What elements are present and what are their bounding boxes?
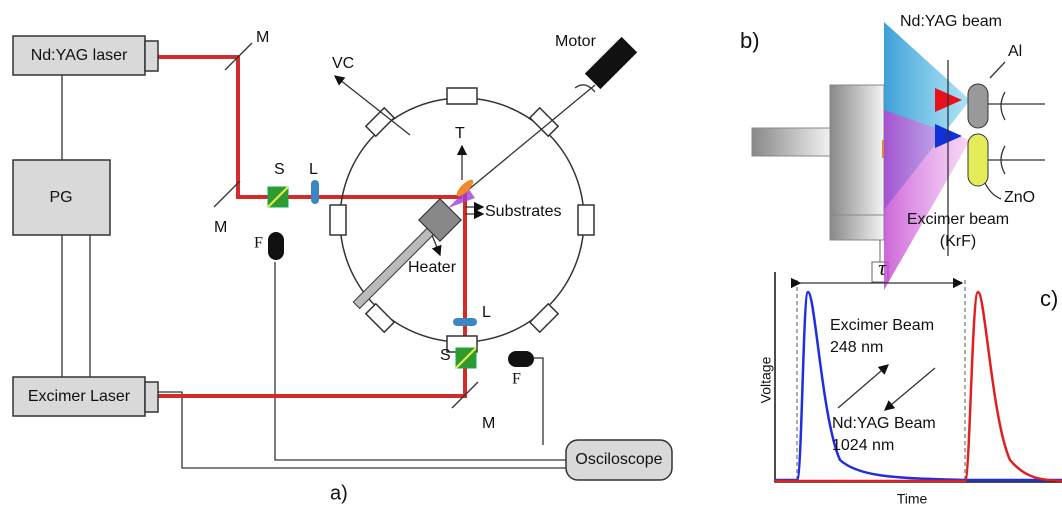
al-label: Al: [1008, 43, 1022, 60]
panel-caption: b): [740, 28, 760, 53]
excimer-wavelength: 248 nm: [830, 339, 883, 356]
axes-part: [775, 272, 1062, 482]
excimer-beam-label: Excimer beam: [907, 211, 1009, 228]
lens-label: L: [309, 161, 318, 178]
zno-label: ZnO: [1004, 189, 1035, 206]
x-axis-label: Time: [897, 491, 928, 507]
panel-caption: a): [330, 482, 348, 504]
shutter-label: S: [440, 347, 451, 364]
photodiode-part: [268, 232, 284, 260]
excimer-laser-label: Excimer Laser: [28, 388, 131, 405]
motor: [462, 37, 637, 195]
vacuum-chamber-part-part: [447, 88, 477, 104]
targets-part: [985, 92, 1045, 199]
mirror-label: M: [256, 29, 269, 46]
vacuum-chamber-part-part: [530, 304, 558, 332]
ndyag-beam-label: Nd:YAG beam: [900, 13, 1002, 30]
targets-part: [990, 62, 1005, 78]
vacuum-chamber-part-part: [366, 304, 394, 332]
heater-rod: [353, 188, 475, 308]
ndyag-label: Nd:YAG Beam: [832, 415, 936, 432]
y-axis-label: Voltage: [758, 356, 774, 403]
photodiode-part: [508, 351, 534, 367]
laser-beam-part: [158, 190, 465, 396]
equipment-box-part: [145, 382, 158, 412]
motor-part: [462, 85, 595, 195]
oscilloscope-label: Osciloscope: [575, 451, 662, 468]
axes: [775, 272, 1062, 482]
lens-label: L: [482, 304, 491, 321]
panel-caption: c): [1040, 286, 1058, 311]
motor-label: Motor: [555, 33, 597, 50]
substrates-label: Substrates: [485, 203, 561, 220]
mirror-label: M: [482, 415, 495, 432]
vacuum-chamber-part-part: [578, 205, 594, 235]
laser-beam: [158, 57, 465, 396]
lens: [311, 180, 477, 326]
vc-label: VC: [332, 55, 354, 72]
pointer-arrows-part: [838, 365, 888, 408]
panel-c: τ c) Voltage Time Excimer Beam 248 nm Nd…: [758, 255, 1062, 507]
panel-a: Nd:YAG laser PG Excimer Laser Osciloscop…: [13, 29, 672, 504]
ndyag-wavelength: 1024 nm: [832, 437, 894, 454]
photodiode-label: F: [254, 235, 263, 252]
photodiode-label: F: [512, 371, 521, 388]
motor-part: [575, 85, 595, 92]
targets-part: [968, 134, 988, 186]
lens-part: [453, 318, 477, 326]
vacuum-chamber-part-part: [530, 108, 558, 136]
pointer-arrows-part: [885, 368, 935, 410]
shutter-label: S: [274, 161, 285, 178]
target-holder: [752, 85, 888, 282]
mirror-label: M: [214, 219, 227, 236]
target-holder-part: [830, 85, 884, 240]
targets-part: [968, 84, 988, 128]
pointer-arrows: [838, 365, 935, 410]
excimer-label: Excimer Beam: [830, 317, 934, 334]
delay-label: τ: [878, 255, 887, 280]
panel-b: b) Nd:YAG beam Al ZnO Excimer beam (KrF): [740, 13, 1045, 290]
vacuum-chamber-part-part: [330, 205, 346, 235]
figure: Nd:YAG laser PG Excimer Laser Osciloscop…: [0, 0, 1062, 508]
target-holder-part: [752, 128, 832, 156]
heater-label: Heater: [408, 259, 457, 276]
equipment-box-part: [145, 41, 158, 71]
thermocouple-label: T: [455, 125, 465, 142]
excimer-type-label: (KrF): [940, 233, 976, 250]
ndyag-laser-label: Nd:YAG laser: [31, 47, 128, 64]
lens-part: [311, 180, 319, 204]
pg-label: PG: [49, 189, 72, 206]
photodiode: [268, 232, 534, 367]
